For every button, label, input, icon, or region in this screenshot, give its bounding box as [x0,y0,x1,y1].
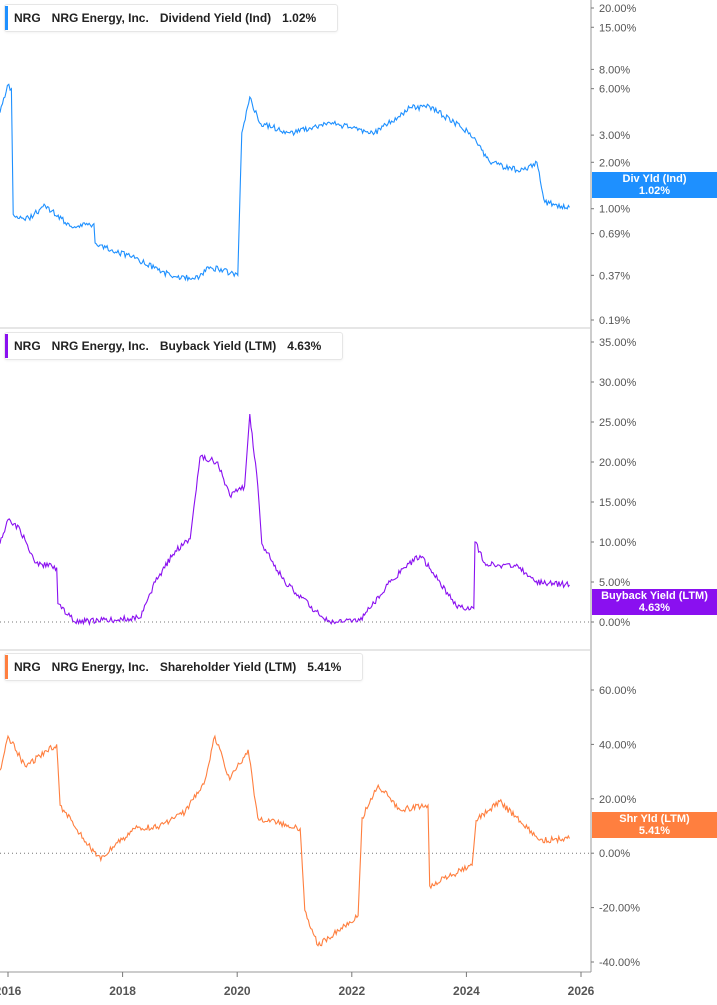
y-tick-label: 1.00% [599,204,630,216]
tag-value: 5.41% [638,825,671,837]
series-line-2 [0,734,570,947]
legend-company: NRG Energy, Inc. [51,660,149,674]
y-tick-label: 8.00% [599,64,630,76]
x-tick-label: 2016 [0,984,22,998]
tag-label: Div Yld (Ind) [622,173,687,185]
y-tick-label: 0.37% [599,270,630,282]
legend-ticker: NRG [14,339,41,353]
series-color-swatch [5,6,8,30]
y-tick-label: 20.00% [599,457,637,469]
x-tick-label: 2020 [224,984,251,998]
legend-metric: Dividend Yield (Ind) [159,11,272,25]
y-tick-label: -40.00% [599,957,640,969]
series-line-0 [0,83,570,282]
legend-ticker: NRG [14,660,41,674]
y-tick-label: 20.00% [599,794,637,806]
y-tick-label: 5.00% [599,577,630,589]
y-tick-label: 2.00% [599,157,630,169]
y-tick-label: 0.19% [599,315,630,327]
series-color-swatch [5,655,8,679]
y-tick-label: 15.00% [599,497,637,509]
legend-buyback-yield[interactable]: NRG NRG Energy, Inc. Buyback Yield (LTM)… [4,332,344,360]
tag-label: Shr Yld (LTM) [619,813,690,825]
series-line-1 [0,413,570,627]
legend-shareholder-yield[interactable]: NRG NRG Energy, Inc. Shareholder Yield (… [4,653,364,681]
legend-value: 5.41% [307,660,342,674]
y-tick-label: 0.00% [599,848,630,860]
legend-metric: Buyback Yield (LTM) [159,339,277,353]
legend-ticker: NRG [14,11,41,25]
y-tick-label: 15.00% [599,22,637,34]
x-tick-label: 2026 [568,984,595,998]
last-value-tag-dividend: Div Yld (Ind) 1.02% [592,172,717,198]
y-tick-label: 0.69% [599,229,630,241]
tag-label: Buyback Yield (LTM) [601,590,708,602]
y-tick-label: 60.00% [599,685,637,697]
tag-value: 1.02% [638,185,671,197]
x-tick-label: 2018 [109,984,136,998]
legend-company: NRG Energy, Inc. [51,11,149,25]
y-tick-label: -20.00% [599,903,640,915]
x-tick-label: 2024 [453,984,480,998]
y-tick-label: 30.00% [599,377,637,389]
legend-dividend-yield[interactable]: NRG NRG Energy, Inc. Dividend Yield (Ind… [4,4,339,32]
series-color-swatch [5,334,8,358]
legend-company: NRG Energy, Inc. [51,339,149,353]
y-tick-label: 10.00% [599,537,637,549]
last-value-tag-shareholder: Shr Yld (LTM) 5.41% [592,812,717,838]
legend-metric: Shareholder Yield (LTM) [159,660,297,674]
last-value-tag-buyback: Buyback Yield (LTM) 4.63% [592,589,717,615]
y-tick-label: 40.00% [599,739,637,751]
y-tick-label: 6.00% [599,84,630,96]
legend-value: 4.63% [287,339,322,353]
y-tick-label: 25.00% [599,417,637,429]
tag-value: 4.63% [638,602,671,614]
y-tick-label: 20.00% [599,3,637,15]
y-tick-label: 35.00% [599,337,637,349]
y-tick-label: 0.00% [599,617,630,629]
x-tick-label: 2022 [338,984,365,998]
legend-value: 1.02% [282,11,317,25]
y-tick-label: 3.00% [599,130,630,142]
